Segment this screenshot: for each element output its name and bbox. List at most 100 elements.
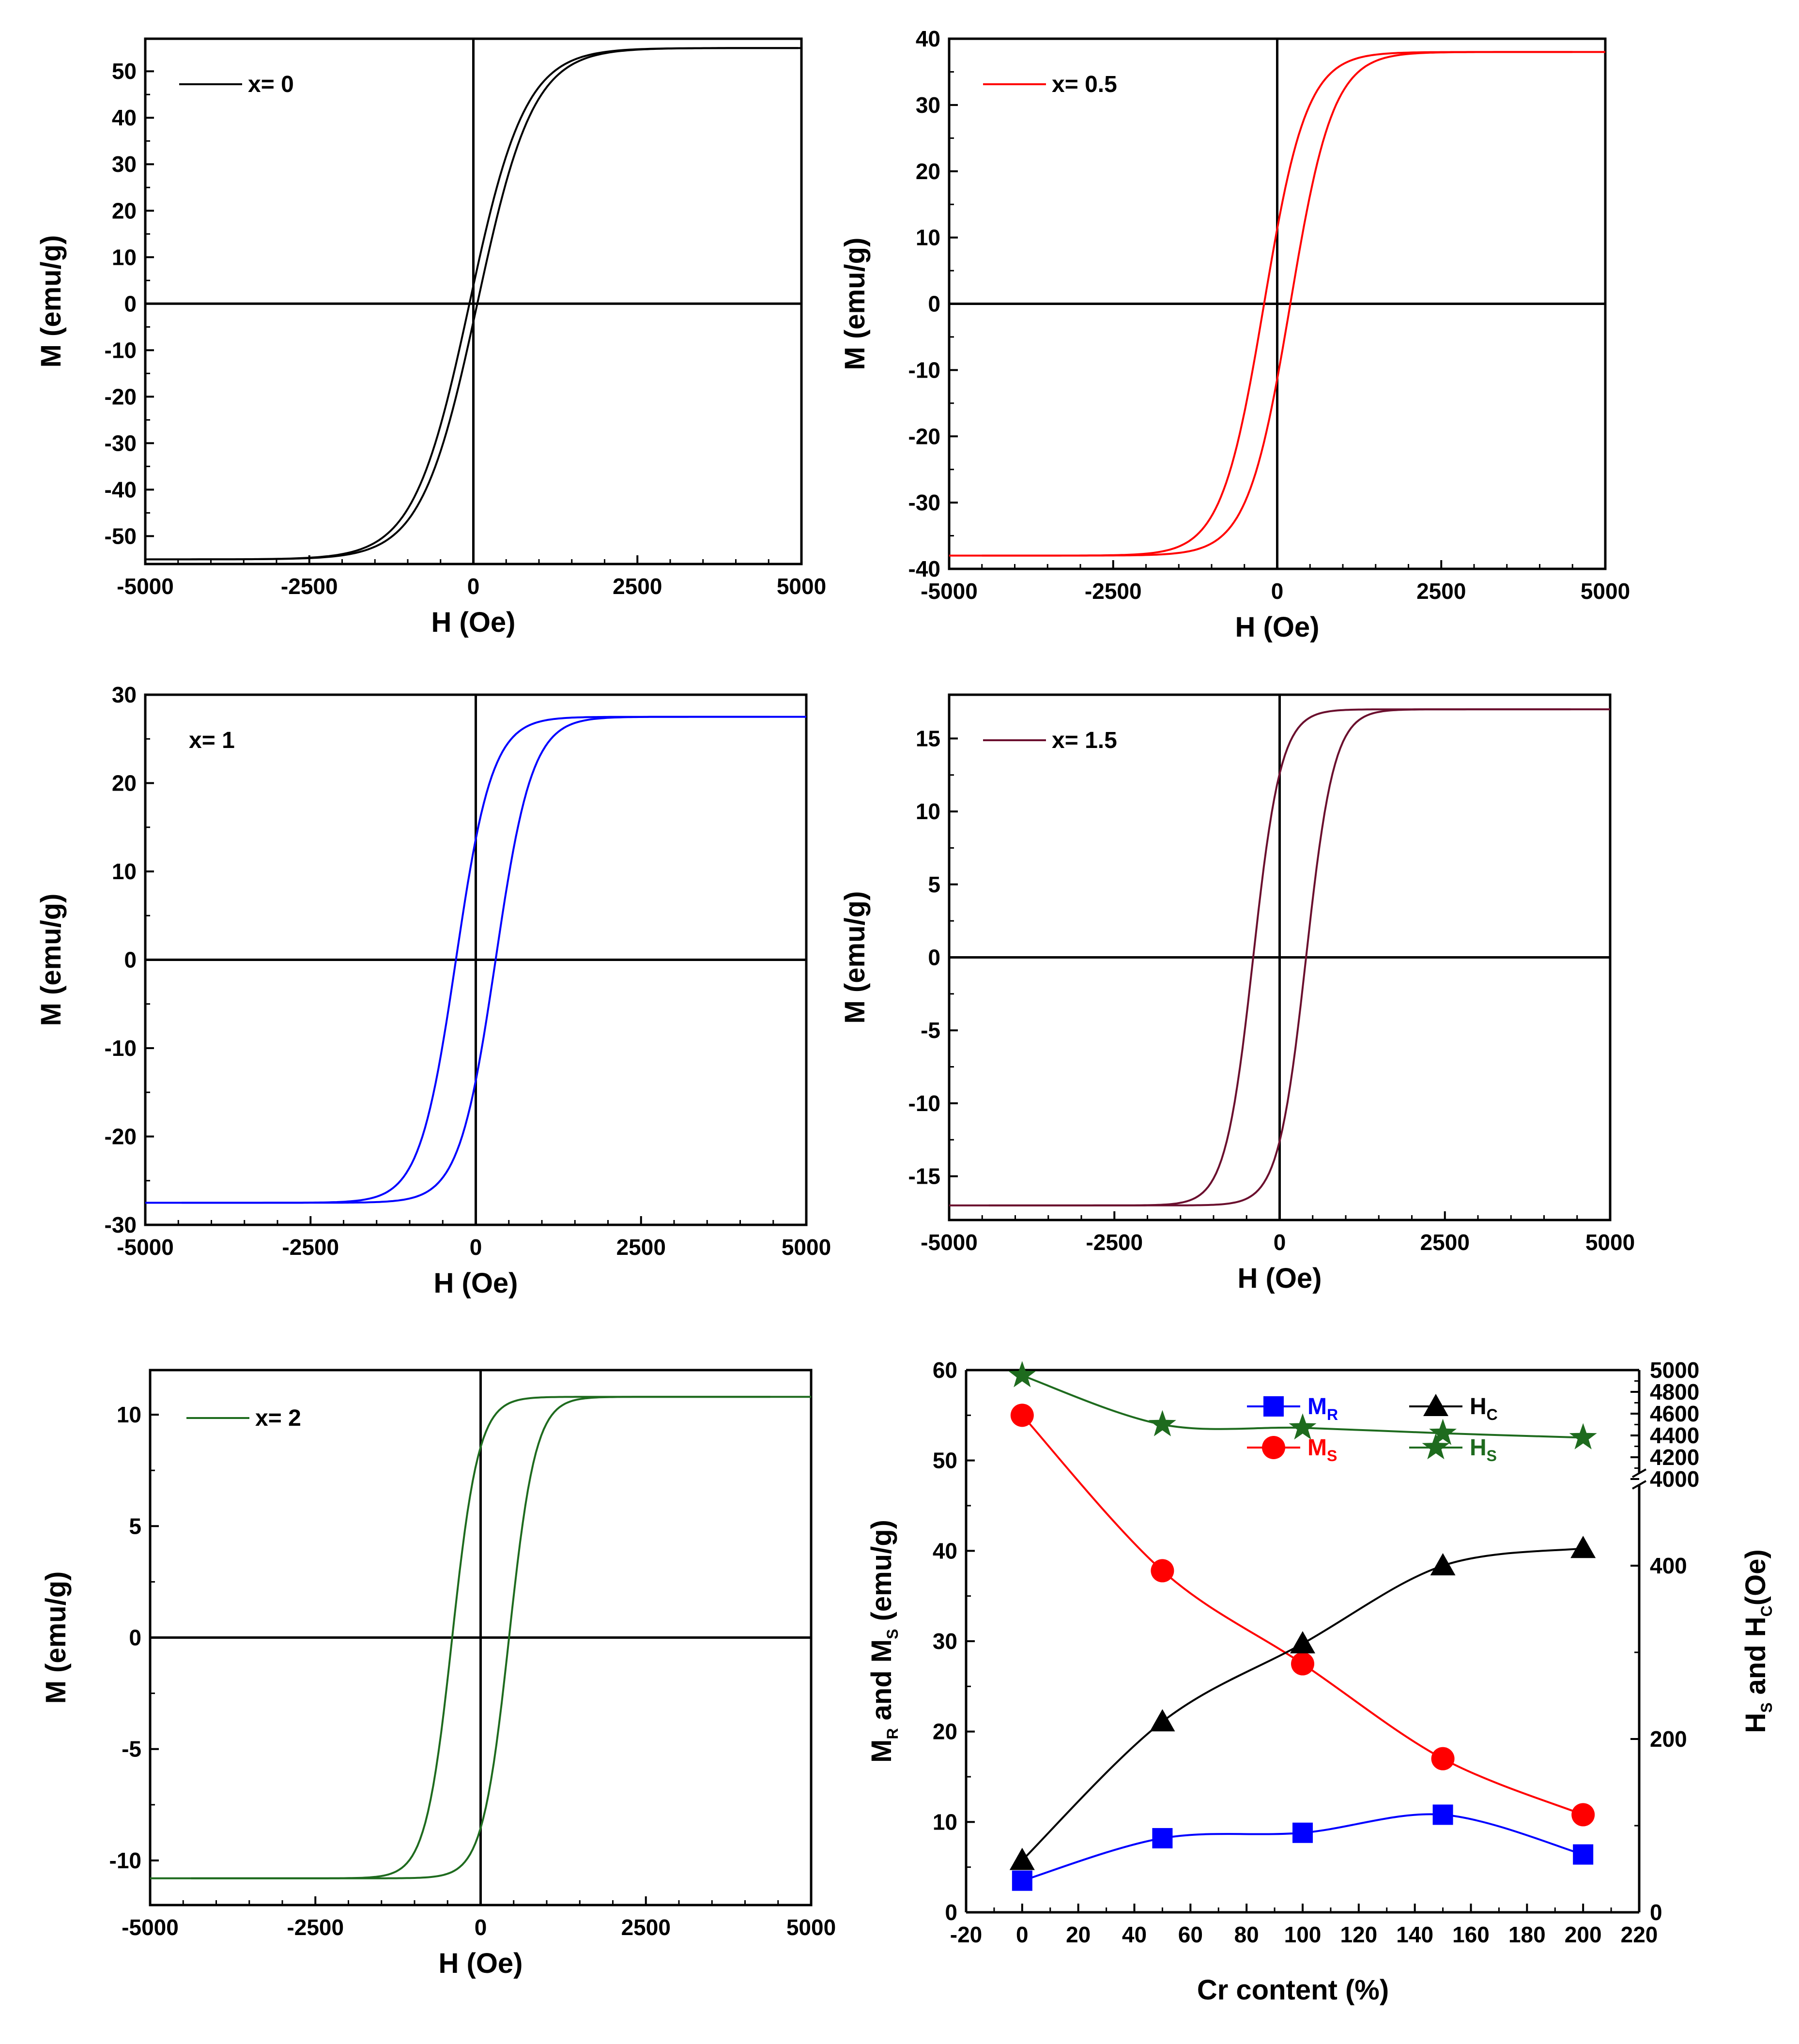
x-tick-label: 180 xyxy=(1508,1922,1546,1947)
x-tick-label: 2500 xyxy=(621,1915,671,1940)
left-y-tick-label: 50 xyxy=(933,1448,957,1473)
x-axis-label: H (Oe) xyxy=(434,1267,518,1299)
y-tick-label: -10 xyxy=(105,337,137,363)
legend-entry-MS: MS xyxy=(1247,1435,1337,1464)
x-tick-label: -5000 xyxy=(122,1915,179,1940)
data-point-HS xyxy=(1148,1410,1176,1436)
y-tick-label: 5 xyxy=(928,872,940,897)
x-tick-label: -20 xyxy=(950,1922,982,1947)
legend-label: MS xyxy=(1307,1435,1337,1464)
left-y-axis-label-main: M xyxy=(866,1739,897,1763)
legend-label-main: M xyxy=(1307,1435,1327,1461)
left-y-tick-label: 10 xyxy=(933,1809,957,1834)
right-y-tick-label: 4800 xyxy=(1650,1379,1699,1404)
legend-label-sub: S xyxy=(1327,1447,1337,1464)
right-y-tick-label: 0 xyxy=(1650,1900,1662,1925)
data-point-HS xyxy=(1008,1361,1036,1388)
y-tick-label: 50 xyxy=(112,59,137,84)
y-tick-label: -10 xyxy=(109,1848,141,1873)
y-tick-label: 5 xyxy=(129,1513,141,1539)
y-tick-label: 10 xyxy=(916,225,940,250)
summary-panel: -20 0 20 40 60 80 100 120 140 160 180 200 2200102030… xyxy=(866,1358,1775,2006)
y-tick-label: 10 xyxy=(117,1402,141,1427)
legend-marker xyxy=(1422,1433,1450,1460)
right-y-axis-label-tail: (Oe) xyxy=(1740,1549,1771,1605)
y-tick-label: -10 xyxy=(105,1036,137,1061)
x-tick-label: 0 xyxy=(467,574,480,599)
x-axis-label: H (Oe) xyxy=(1235,611,1320,643)
right-y-axis-label-mid: and H xyxy=(1740,1617,1771,1702)
loop-ascending-branch xyxy=(949,51,1573,557)
y-tick-label: 10 xyxy=(112,244,137,270)
x-tick-label: 5000 xyxy=(782,1235,831,1260)
x-tick-label: -5000 xyxy=(117,574,174,599)
y-tick-label: 30 xyxy=(916,92,940,118)
x-tick-label: -2500 xyxy=(1086,1230,1143,1255)
y-tick-label: -5 xyxy=(921,1018,940,1043)
data-point-MS xyxy=(1010,1403,1034,1427)
y-axis-label: M (emu/g) xyxy=(839,891,871,1024)
right-y-axis-label-main: H xyxy=(1740,1713,1771,1733)
data-point-MS xyxy=(1431,1747,1455,1770)
series-HC xyxy=(1009,1536,1596,1870)
x-tick-label: 0 xyxy=(475,1915,487,1940)
legend-label: x= 2 xyxy=(255,1405,301,1431)
x-tick-label: 120 xyxy=(1340,1922,1377,1947)
right-y-tick-label: 4400 xyxy=(1650,1423,1699,1448)
right-y-axis-label: HS and HC(Oe) xyxy=(1740,1549,1775,1733)
legend-entry-HC: HC xyxy=(1409,1394,1498,1423)
y-tick-label: 0 xyxy=(928,945,940,970)
x-tick-label: -2500 xyxy=(287,1915,344,1940)
y-tick-label: 30 xyxy=(112,152,137,177)
data-point-MS xyxy=(1291,1652,1314,1676)
data-point-HC xyxy=(1570,1536,1596,1558)
y-tick-label: 10 xyxy=(916,799,940,824)
x-tick-label: -5000 xyxy=(921,579,978,604)
legend-label-main: M xyxy=(1307,1394,1327,1419)
y-axis-label: M (emu/g) xyxy=(40,1571,72,1704)
x-tick-label: 5000 xyxy=(1581,579,1630,604)
hysteresis-panel-x=2: -5000 -2500 0 2500 5000 -10 -5 0 5 10 x= 2 H (Oe) M … xyxy=(40,1369,836,1979)
x-tick-label: 160 xyxy=(1452,1922,1490,1947)
loop-ascending-branch xyxy=(145,47,799,561)
y-tick-label: 20 xyxy=(112,198,137,223)
right-y-tick-label: 5000 xyxy=(1650,1358,1699,1383)
y-tick-label: 0 xyxy=(124,291,137,316)
y-tick-label: -20 xyxy=(105,1124,137,1149)
data-point-MR xyxy=(1432,1804,1453,1825)
y-tick-label: -30 xyxy=(105,1212,137,1237)
x-tick-label: 200 xyxy=(1565,1922,1602,1947)
left-y-tick-label: 40 xyxy=(933,1538,957,1563)
y-tick-label: -30 xyxy=(908,490,940,515)
x-tick-label: 20 xyxy=(1066,1922,1091,1947)
right-y-tick-label: 200 xyxy=(1650,1726,1687,1752)
right-y-axis-label-sub2: C xyxy=(1758,1605,1775,1617)
y-tick-label: -40 xyxy=(105,477,137,502)
axis-break-mark xyxy=(1632,1480,1646,1490)
right-y-tick-label: 400 xyxy=(1650,1553,1687,1578)
y-axis-label: M (emu/g) xyxy=(35,235,67,368)
hysteresis-panel-x=0: -5000 -2500 0 2500 5000 -50 -40 -30 -20 -10 0 10 20 3… xyxy=(35,37,826,638)
x-tick-label: 0 xyxy=(1274,1230,1286,1255)
data-point-MR xyxy=(1152,1828,1173,1848)
left-y-axis-label-mid: and M xyxy=(866,1639,897,1728)
y-tick-label: 0 xyxy=(928,291,940,317)
data-point-HS xyxy=(1569,1423,1597,1449)
x-tick-label: 80 xyxy=(1234,1922,1259,1947)
loop-ascending-branch xyxy=(949,708,1571,1206)
legend-label: x= 0 xyxy=(248,72,294,97)
y-tick-label: 40 xyxy=(916,26,940,51)
legend-label-sub: R xyxy=(1327,1406,1338,1423)
x-tick-label: 0 xyxy=(470,1235,482,1260)
right-y-tick-label: 4000 xyxy=(1650,1466,1699,1492)
right-y-tick-label: 4200 xyxy=(1650,1445,1699,1470)
y-tick-label: -10 xyxy=(908,1091,940,1116)
series-MS xyxy=(1010,1403,1595,1827)
left-y-tick-label: 30 xyxy=(933,1629,957,1654)
x-axis-label: Cr content (%) xyxy=(1197,1974,1389,2006)
data-point-MR xyxy=(1012,1870,1032,1891)
y-axis-label: M (emu/g) xyxy=(839,238,871,370)
x-axis-label: H (Oe) xyxy=(1238,1263,1322,1294)
x-tick-label: 140 xyxy=(1396,1922,1433,1947)
hysteresis-panel-x=1: -5000 -2500 0 2500 5000 -30 -20 -10 0 10 20 30 x= 1 H… xyxy=(35,682,831,1299)
